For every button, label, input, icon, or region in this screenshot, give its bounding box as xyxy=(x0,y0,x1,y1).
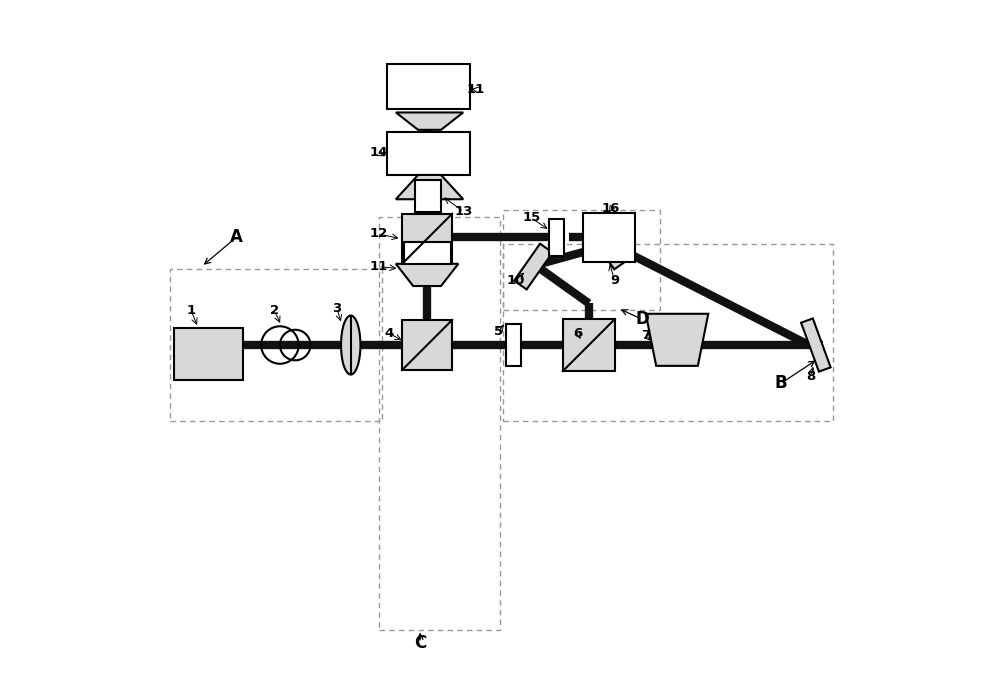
Bar xyxy=(402,320,452,370)
Text: 3: 3 xyxy=(332,302,341,315)
Text: B: B xyxy=(775,374,787,392)
Bar xyxy=(174,328,243,380)
Bar xyxy=(387,64,470,109)
Bar xyxy=(506,324,521,366)
Text: 11: 11 xyxy=(369,260,388,273)
Bar xyxy=(583,213,635,261)
Bar xyxy=(415,180,441,213)
Polygon shape xyxy=(396,112,463,130)
Bar xyxy=(503,245,833,422)
Text: 16: 16 xyxy=(602,202,620,215)
Text: 4: 4 xyxy=(384,327,394,339)
Text: 15: 15 xyxy=(522,211,540,224)
Polygon shape xyxy=(801,319,831,372)
Polygon shape xyxy=(514,244,553,289)
Text: 5: 5 xyxy=(494,325,503,338)
Polygon shape xyxy=(646,314,708,366)
Polygon shape xyxy=(588,224,627,269)
Text: 14: 14 xyxy=(369,146,388,159)
Text: 9: 9 xyxy=(610,274,619,287)
Bar xyxy=(170,268,382,422)
Bar xyxy=(379,217,500,629)
Bar xyxy=(563,319,615,371)
Bar xyxy=(404,242,451,263)
Text: 2: 2 xyxy=(270,304,279,317)
Text: 6: 6 xyxy=(573,328,582,340)
Text: 11: 11 xyxy=(467,83,485,96)
Text: 7: 7 xyxy=(641,329,650,342)
Bar xyxy=(387,132,470,175)
Bar xyxy=(549,220,564,256)
Text: A: A xyxy=(230,229,243,247)
Text: D: D xyxy=(635,310,649,328)
Polygon shape xyxy=(396,263,458,286)
Text: 10: 10 xyxy=(506,274,524,287)
Text: 8: 8 xyxy=(806,370,816,383)
Polygon shape xyxy=(396,175,463,199)
Text: 13: 13 xyxy=(455,205,473,218)
Bar xyxy=(503,210,660,310)
Text: C: C xyxy=(414,634,426,652)
Text: 12: 12 xyxy=(369,227,388,240)
Ellipse shape xyxy=(341,316,360,374)
Bar xyxy=(402,214,452,263)
Text: 1: 1 xyxy=(187,304,196,317)
